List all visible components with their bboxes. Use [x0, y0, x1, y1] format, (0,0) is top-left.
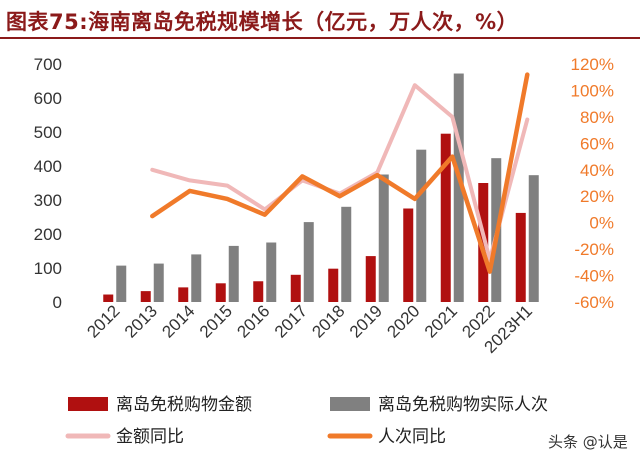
legend-visitors-label: 离岛免税购物实际人次: [378, 395, 548, 415]
bar-sales: [178, 287, 189, 302]
right-tick-label: 20%: [580, 187, 614, 206]
legend-sales-swatch: [68, 397, 108, 411]
bar-visitors: [378, 174, 389, 302]
legend-visitors-yoy-label: 人次同比: [378, 427, 446, 447]
left-tick-label: 100: [34, 259, 62, 278]
right-axis-ticks: -60% -40% -20% 0% 20% 40% 60% 80% 100% 120%: [571, 55, 614, 312]
x-tick-label: 2015: [196, 301, 236, 341]
bar-sales: [403, 208, 414, 302]
legend-visitors-swatch: [330, 397, 370, 411]
left-tick-label: 600: [34, 89, 62, 108]
line-sales-yoy: [150, 83, 530, 262]
bar-sales: [215, 283, 226, 302]
x-tick-label: 2018: [308, 301, 348, 341]
left-tick-label: 400: [34, 157, 62, 176]
bar-sales: [515, 212, 526, 302]
right-tick-label: -20%: [574, 240, 614, 259]
bar-visitors: [191, 254, 202, 302]
bar-visitors: [453, 73, 464, 303]
x-tick-label: 2020: [383, 301, 423, 341]
left-tick-label: 300: [34, 191, 62, 210]
right-tick-label: 80%: [580, 108, 614, 127]
right-tick-label: -40%: [574, 267, 614, 286]
x-tick-label: 2012: [83, 301, 123, 341]
bar-visitors: [303, 222, 314, 302]
bar-sales: [365, 256, 376, 302]
bar-sales: [440, 133, 451, 302]
bar-visitors: [228, 245, 239, 302]
x-tick-label: 2016: [233, 301, 273, 341]
x-tick-label: 2014: [158, 301, 198, 341]
left-axis-ticks: 0 100 200 300 400 500 600 700: [34, 55, 62, 312]
bar-sales: [328, 268, 339, 302]
bar-sales: [103, 294, 114, 302]
x-tick-label: 2017: [271, 301, 311, 341]
bar-sales: [253, 281, 264, 302]
right-tick-label: 40%: [580, 161, 614, 180]
x-tick-label: 2013: [121, 301, 161, 341]
left-tick-label: 700: [34, 55, 62, 74]
bar-visitors: [266, 242, 277, 302]
title-divider: [0, 37, 640, 39]
legend-sales-yoy-label: 金额同比: [116, 427, 184, 447]
right-tick-label: 0%: [589, 214, 614, 233]
line-visitors-yoy: [150, 72, 530, 274]
right-tick-label: 60%: [580, 134, 614, 153]
bar-visitors: [416, 149, 427, 302]
title-bar: 图表75:海南离岛免税规模增长（亿元，万人次，%）: [0, 0, 640, 40]
x-axis-ticks: 2012201320142015201620172018201920202021…: [83, 301, 536, 357]
left-tick-label: 0: [53, 293, 62, 312]
x-tick-label: 2021: [421, 301, 461, 341]
left-tick-label: 500: [34, 123, 62, 142]
bar-visitors: [528, 175, 539, 302]
right-tick-label: -60%: [574, 293, 614, 312]
bar-visitors: [153, 263, 164, 302]
watermark: 头条 @认是: [548, 433, 628, 451]
bar-sales: [140, 291, 151, 302]
lines-layer: [150, 72, 530, 274]
x-tick-label: 2019: [346, 301, 386, 341]
right-tick-label: 120%: [571, 55, 614, 74]
bar-visitors: [341, 206, 352, 302]
legend-sales-label: 离岛免税购物金额: [116, 395, 252, 415]
chart-title: 图表75:海南离岛免税规模增长（亿元，万人次，%）: [6, 10, 519, 34]
bar-sales: [290, 274, 301, 302]
right-tick-label: 100%: [571, 81, 614, 100]
left-tick-label: 200: [34, 225, 62, 244]
bar-visitors: [116, 265, 127, 302]
